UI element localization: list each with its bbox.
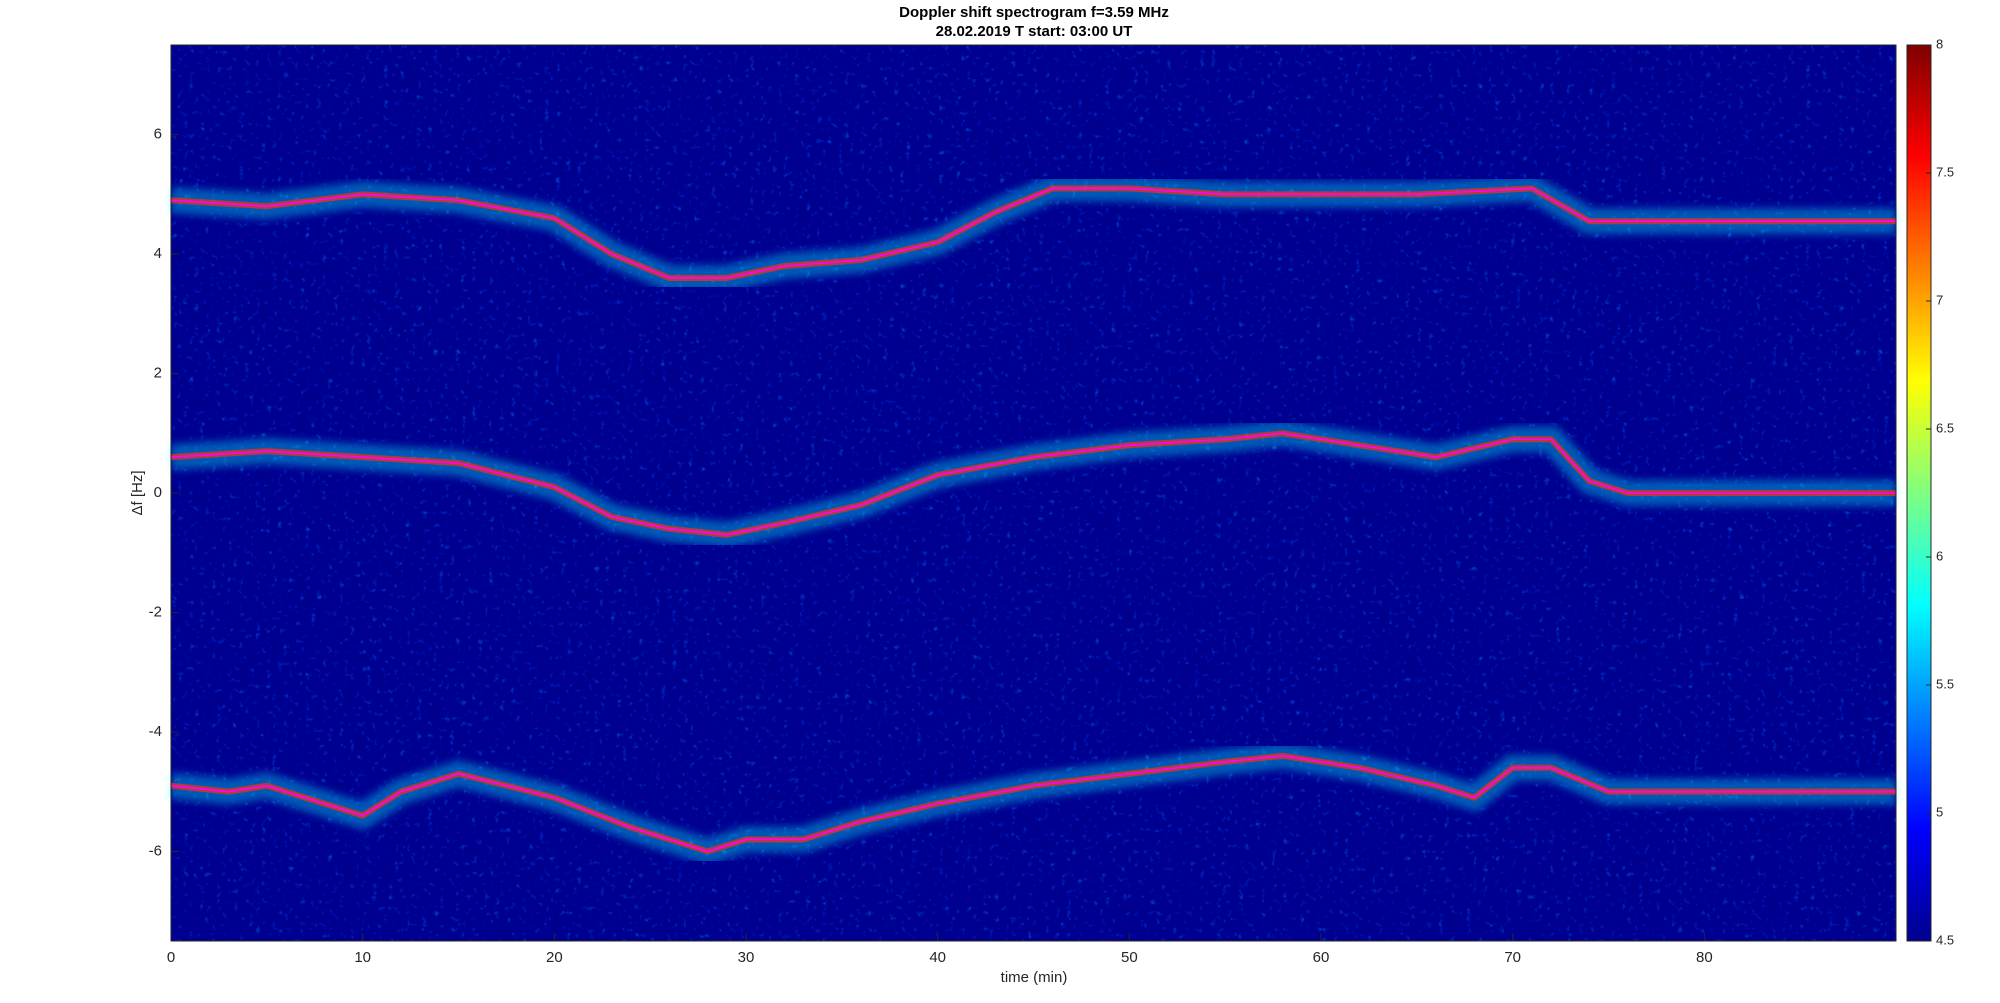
colorbar-tick-label: 5 (1936, 804, 1943, 819)
x-tick-label: 0 (167, 949, 175, 966)
y-tick-label: -6 (149, 842, 162, 859)
y-tick-label: 6 (154, 126, 162, 143)
y-tick-label: 4 (154, 245, 162, 262)
x-tick-label: 60 (1313, 949, 1330, 966)
x-tick-label: 30 (738, 949, 755, 966)
colorbar-tick-label: 8 (1936, 36, 1943, 51)
colorbar-tick-label: 6.5 (1936, 420, 1954, 435)
y-tick-label: 2 (154, 365, 162, 382)
x-tick-label: 10 (354, 949, 371, 966)
x-tick-label: 70 (1504, 949, 1521, 966)
chart-subtitle: 28.02.2019 T start: 03:00 UT (936, 23, 1133, 40)
chart-title: Doppler shift spectrogram f=3.59 MHz (899, 4, 1169, 21)
colorbar-tick-label: 6 (1936, 548, 1943, 563)
x-tick-label: 80 (1696, 949, 1713, 966)
y-axis-label: Δf [Hz] (129, 470, 146, 515)
colorbar-tick-label: 5.5 (1936, 676, 1954, 691)
colorbar-tick-label: 7.5 (1936, 164, 1954, 179)
trace-line (170, 187, 1896, 279)
y-tick-label: -4 (149, 723, 162, 740)
x-tick-label: 50 (1121, 949, 1138, 966)
trace-line (170, 755, 1896, 853)
y-tick-label: -2 (149, 603, 162, 620)
x-tick-label: 40 (929, 949, 946, 966)
colorbar (1906, 44, 1932, 942)
colorbar-tick-label: 7 (1936, 292, 1943, 307)
trace-line (170, 432, 1896, 536)
x-tick-label: 20 (546, 949, 563, 966)
x-axis-label: time (min) (1001, 969, 1068, 986)
y-tick-label: 0 (154, 484, 162, 501)
colorbar-tick-label: 4.5 (1936, 932, 1954, 947)
